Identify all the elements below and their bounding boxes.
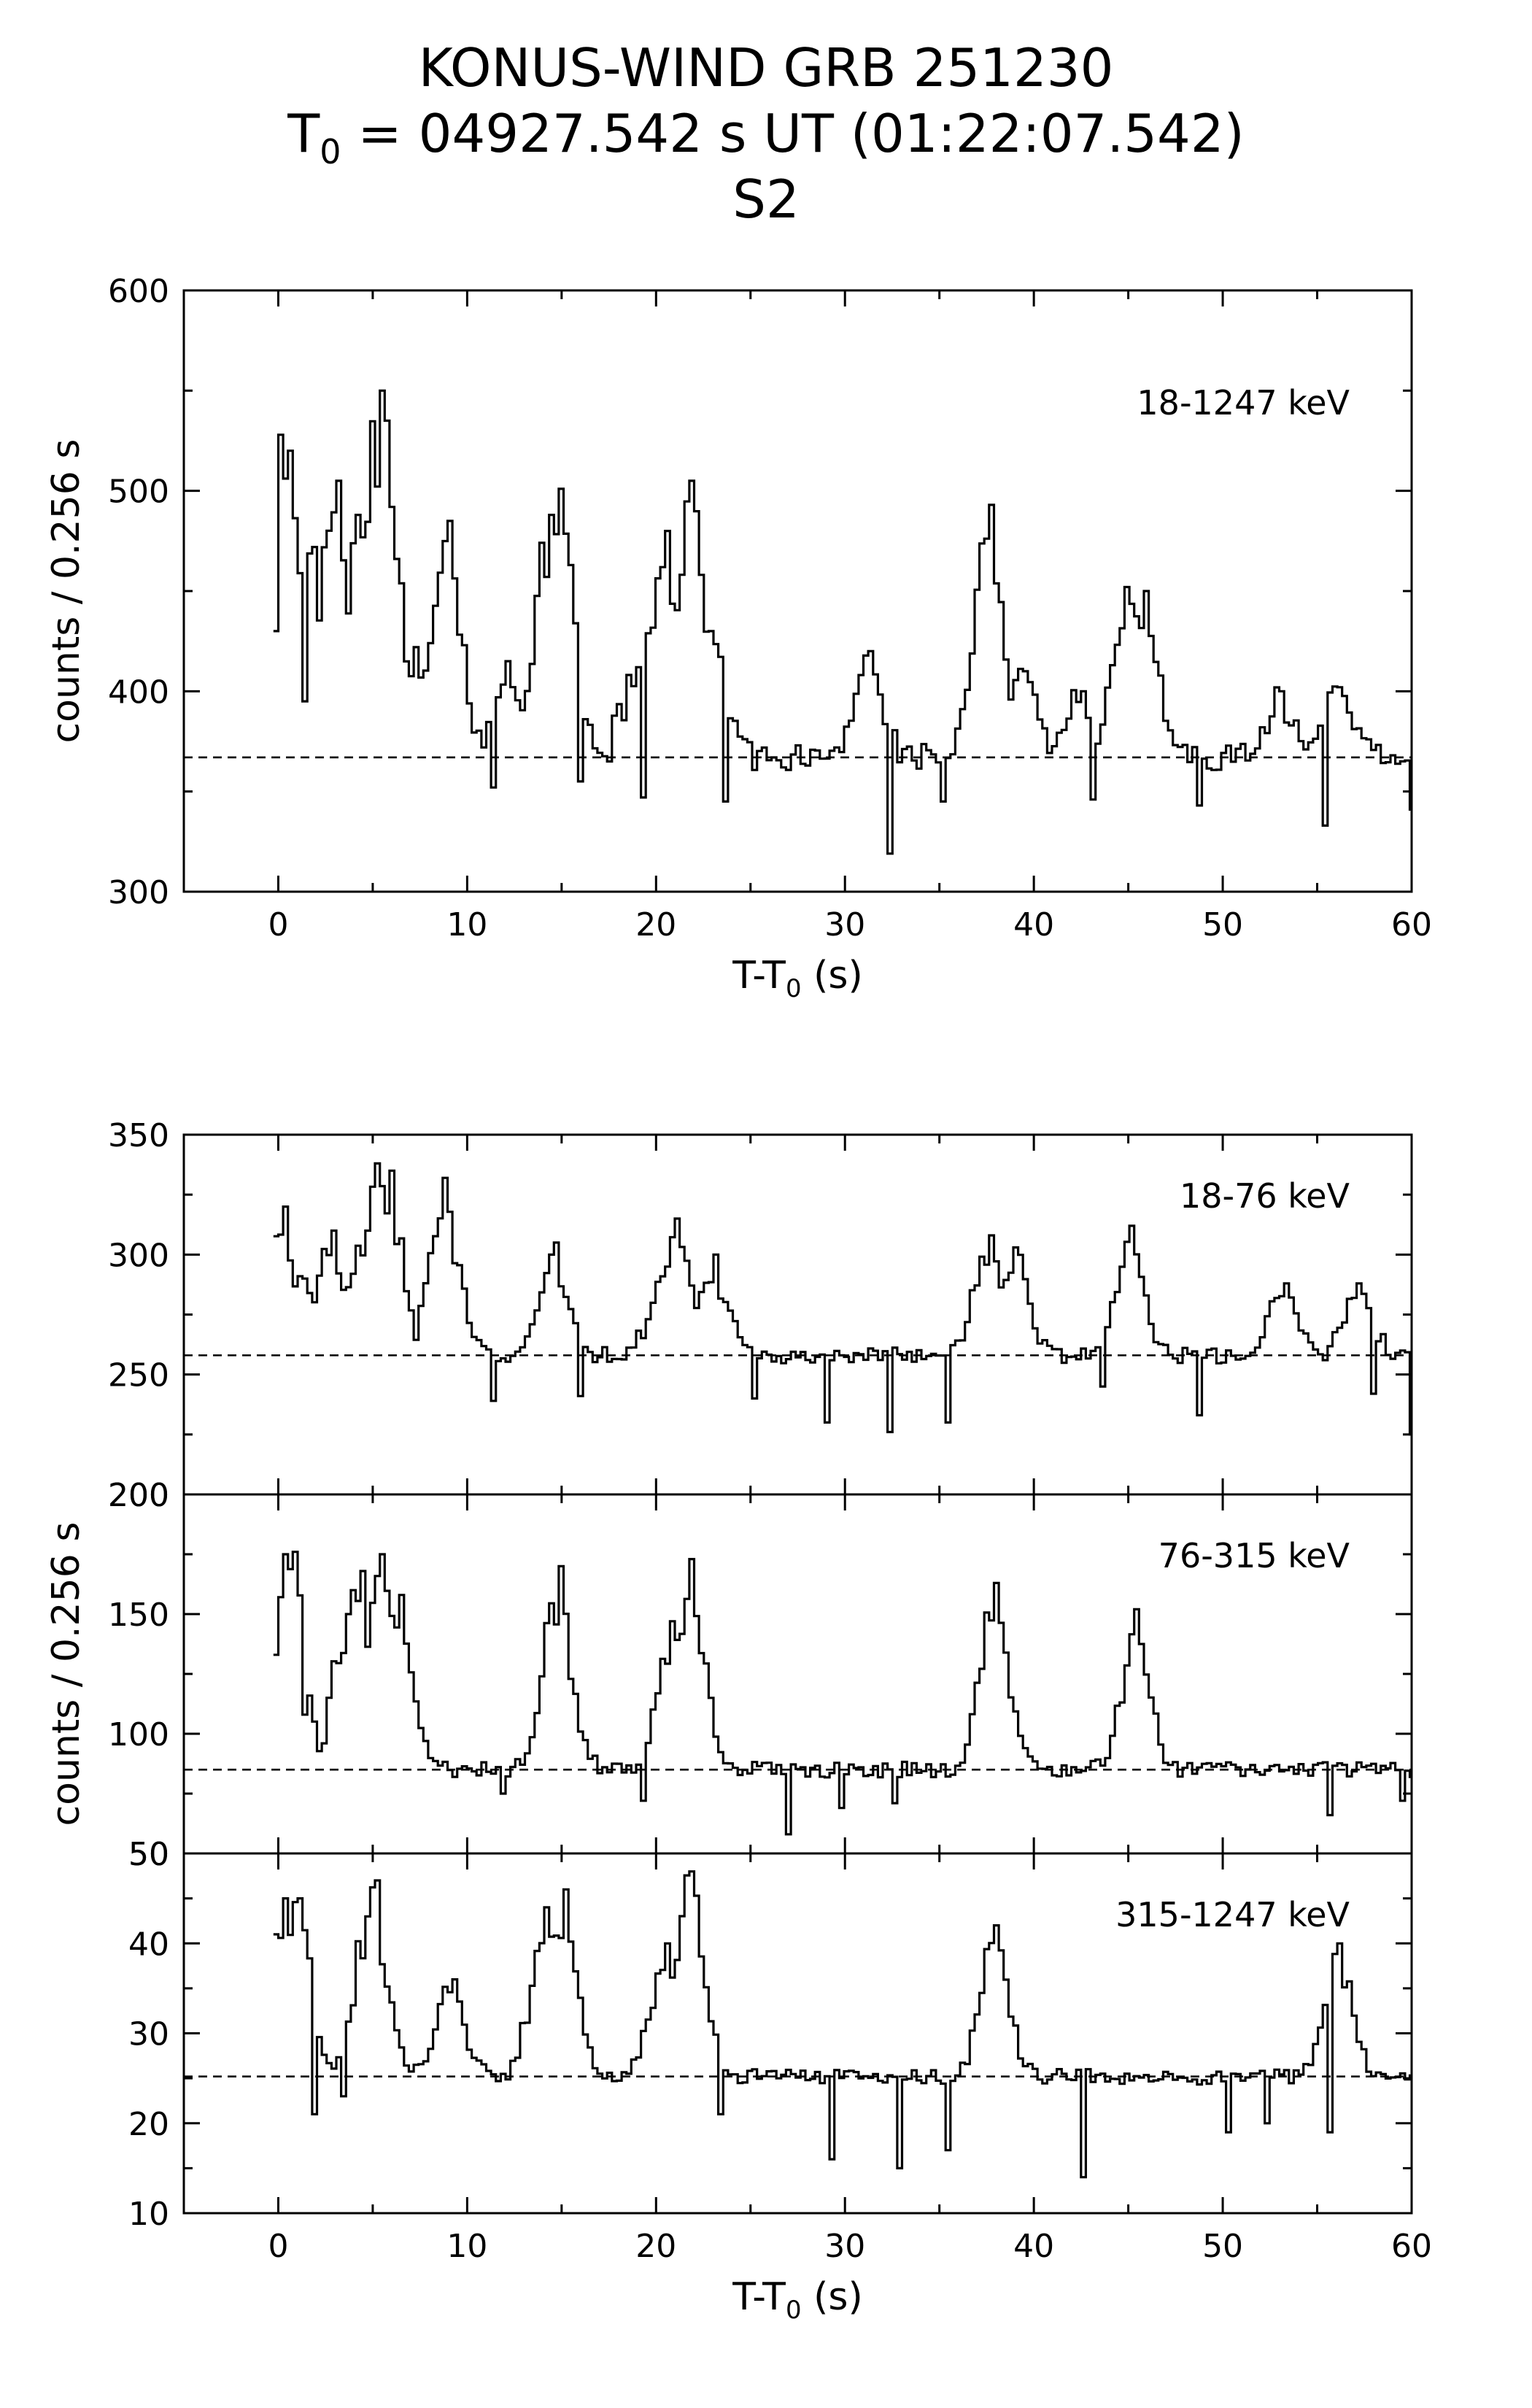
x-tick-label: 60 xyxy=(1391,2228,1432,2265)
y-tick-label: 100 xyxy=(108,1716,169,1753)
y-tick-label: 300 xyxy=(108,874,169,911)
title-trigger-time: = 04927.542 s UT (01:22:07.542) xyxy=(341,103,1245,164)
energy-band-label: 18-76 keV xyxy=(1180,1176,1350,1216)
y-tick-label: 250 xyxy=(108,1357,169,1394)
y-tick-label: 600 xyxy=(108,273,169,310)
x-tick-label: 40 xyxy=(1013,2228,1054,2265)
y-tick-label: 10 xyxy=(128,2196,169,2233)
x-tick-label: 30 xyxy=(824,906,865,943)
y-tick-label: 400 xyxy=(108,674,169,711)
x-tick-label: 60 xyxy=(1391,906,1432,943)
y-tick-label: 500 xyxy=(108,474,169,511)
energy-band-label: 76-315 keV xyxy=(1158,1536,1350,1575)
y-axis-label-top: counts / 0.256 s xyxy=(45,439,88,744)
y-axis-label-bottom: counts / 0.256 s xyxy=(45,1522,88,1826)
x-tick-label: 30 xyxy=(824,2228,865,2265)
y-tick-label: 40 xyxy=(128,1926,169,1963)
x-axis-label: T-T0 (s) xyxy=(732,954,863,1003)
title-t-symbol: T xyxy=(287,103,320,164)
title-line-1: KONUS-WIND GRB 251230 xyxy=(419,37,1114,99)
figure-title: KONUS-WIND GRB 251230 T0 = 04927.542 s U… xyxy=(287,37,1244,230)
y-tick-label: 50 xyxy=(128,1836,169,1873)
x-tick-label: 20 xyxy=(635,906,676,943)
y-tick-label: 30 xyxy=(128,2016,169,2053)
x-tick-label: 20 xyxy=(635,2228,676,2265)
light-curve-315-1247-kev xyxy=(273,1870,1412,2179)
y-tick-label: 50 xyxy=(128,1836,169,1873)
x-tick-label: 0 xyxy=(268,2228,288,2265)
x-tick-label: 50 xyxy=(1202,906,1243,943)
title-t-subscript: 0 xyxy=(320,132,341,171)
panel-top: 300 400 500 600 0 10 20 30 40 50 60 T-T0 (s) 18-1247… xyxy=(108,273,1432,1003)
y-tick-label: 150 xyxy=(108,1597,169,1634)
y-tick-label: 350 xyxy=(108,1117,169,1154)
x-tick-label: 10 xyxy=(446,2228,487,2265)
light-curve-18-1247-kev xyxy=(273,389,1412,855)
y-tick-label: 20 xyxy=(128,2106,169,2143)
light-curve-18-76-kev xyxy=(273,1162,1412,1436)
x-axis-label: T-T0 (s) xyxy=(732,2275,863,2325)
title-line-3: S2 xyxy=(732,169,800,230)
x-tick-label: 40 xyxy=(1013,906,1054,943)
y-tick-label: 200 xyxy=(108,1477,169,1514)
x-tick-label: 50 xyxy=(1202,2228,1243,2265)
x-tick-label: 0 xyxy=(268,906,288,943)
y-tick-label: 200 xyxy=(108,1477,169,1514)
energy-band-label: 18-1247 keV xyxy=(1137,383,1350,422)
title-line-2: T0 = 04927.542 s UT (01:22:07.542) xyxy=(287,103,1244,171)
x-tick-label: 10 xyxy=(446,906,487,943)
y-tick-label: 300 xyxy=(108,1237,169,1274)
light-curve-76-315-kev xyxy=(273,1551,1412,1836)
energy-band-label: 315-1247 keV xyxy=(1115,1895,1350,1934)
panel-lower-3: 10 20 30 40 50 0 10 20 30 40 50 60 T-T0 (s) 315-1247 … xyxy=(128,1836,1432,2325)
